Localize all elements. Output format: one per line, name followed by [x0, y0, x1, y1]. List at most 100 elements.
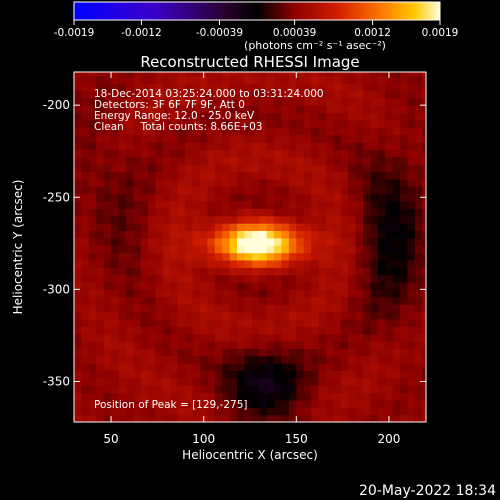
heatmap-cell — [199, 171, 208, 180]
heatmap-cell — [111, 259, 120, 268]
heatmap-cell — [251, 134, 260, 143]
heatmap-cell — [214, 200, 223, 209]
plot-frame — [73, 71, 427, 423]
heatmap-cell — [244, 274, 253, 283]
heatmap-cell — [363, 72, 372, 77]
heatmap-cell — [214, 399, 223, 408]
heatmap-cell — [192, 340, 201, 349]
heatmap-cell — [170, 178, 179, 187]
heatmap-cell — [288, 193, 297, 202]
heatmap-cell — [229, 149, 238, 158]
heatmap-cell — [177, 318, 186, 327]
heatmap-cell — [74, 399, 83, 408]
heatmap-cell — [125, 149, 134, 158]
heatmap-cell — [214, 230, 223, 239]
heatmap-cell — [377, 399, 386, 408]
heatmap-cell — [162, 385, 171, 394]
heatmap-cell — [370, 326, 379, 335]
heatmap-cell — [266, 75, 275, 84]
heatmap-cell — [222, 340, 231, 349]
heatmap-cell — [103, 186, 112, 195]
heatmap-cell — [125, 326, 134, 335]
heatmap-cell — [133, 326, 142, 335]
heatmap-cell — [377, 289, 386, 298]
heatmap-cell — [274, 377, 283, 386]
heatmap-cell — [111, 370, 120, 379]
heatmap-cell — [185, 105, 194, 114]
heatmap-cell — [207, 97, 216, 106]
heatmap-cell — [259, 407, 268, 416]
heatmap-cell — [266, 355, 275, 364]
heatmap-cell — [400, 399, 409, 408]
heatmap-cell — [96, 149, 105, 158]
heatmap-cell — [229, 326, 238, 335]
heatmap-cell — [229, 156, 238, 165]
heatmap-cell — [414, 90, 423, 99]
heatmap-cell — [385, 178, 394, 187]
heatmap-cell — [355, 178, 364, 187]
heatmap-cell — [222, 296, 231, 305]
heatmap-cell — [185, 215, 194, 224]
heatmap-cell — [363, 377, 372, 386]
heatmap-cell — [222, 311, 231, 320]
heatmap-cell — [414, 259, 423, 268]
heatmap-cell — [311, 289, 320, 298]
heatmap-cell — [422, 119, 426, 128]
heatmap-cell — [281, 164, 290, 173]
heatmap-cell — [214, 83, 223, 92]
heatmap-cell — [140, 385, 149, 394]
heatmap-cell — [370, 363, 379, 372]
heatmap-cell — [422, 407, 426, 416]
heatmap-cell — [214, 304, 223, 313]
heatmap-cell — [170, 296, 179, 305]
heatmap-cell — [96, 127, 105, 136]
heatmap-cell — [385, 237, 394, 246]
heatmap-cell — [103, 200, 112, 209]
heatmap-cell — [392, 97, 401, 106]
heatmap-cell — [237, 178, 246, 187]
heatmap-cell — [318, 72, 327, 77]
heatmap-cell — [162, 156, 171, 165]
heatmap-cell — [392, 223, 401, 232]
heatmap-cell — [170, 326, 179, 335]
heatmap-cell — [118, 223, 127, 232]
heatmap-cell — [214, 296, 223, 305]
heatmap-cell — [111, 363, 120, 372]
heatmap-cell — [325, 289, 334, 298]
heatmap-cell — [185, 112, 194, 121]
heatmap-cell — [333, 193, 342, 202]
heatmap-cell — [407, 200, 416, 209]
heatmap-cell — [118, 149, 127, 158]
heatmap-cell — [192, 230, 201, 239]
heatmap-cell — [348, 119, 357, 128]
heatmap-cell — [74, 414, 83, 422]
heatmap-cell — [281, 112, 290, 121]
heatmap-cell — [222, 333, 231, 342]
heatmap-cell — [88, 282, 97, 290]
heatmap-cell — [333, 274, 342, 283]
heatmap-cell — [118, 304, 127, 313]
heatmap-cell — [266, 340, 275, 349]
heatmap-cell — [259, 370, 268, 379]
heatmap-cell — [400, 355, 409, 364]
heatmap-cell — [251, 171, 260, 180]
heatmap-cell — [170, 282, 179, 290]
heatmap-cell — [259, 274, 268, 283]
heatmap-cell — [340, 326, 349, 335]
heatmap-cell — [311, 392, 320, 401]
heatmap-cell — [185, 223, 194, 232]
heatmap-cell — [333, 355, 342, 364]
timestamp: 20-May-2022 18:34 — [359, 483, 496, 499]
heatmap-cell — [192, 414, 201, 422]
heatmap-cell — [125, 267, 134, 276]
heatmap-cell — [259, 223, 268, 232]
heatmap-cell — [266, 90, 275, 99]
heatmap-cell — [162, 245, 171, 254]
heatmap-cell — [162, 97, 171, 106]
heatmap-cell — [96, 97, 105, 106]
heatmap-cell — [422, 90, 426, 99]
heatmap-cell — [333, 119, 342, 128]
heatmap-cell — [111, 134, 120, 143]
heatmap-cell — [125, 348, 134, 357]
heatmap-cell — [237, 142, 246, 150]
